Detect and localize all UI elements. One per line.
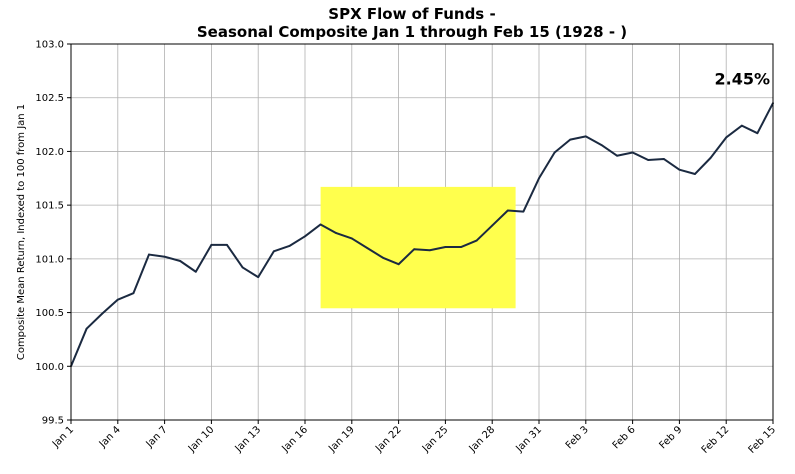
data-point bbox=[413, 248, 416, 251]
data-point bbox=[226, 243, 228, 246]
chart-title-line1: SPX Flow of Funds - bbox=[328, 5, 495, 23]
y-axis: 99.5 100.0 100.5 101.0 101.5 102.0 102.5 103.0 bbox=[35, 40, 71, 427]
data-point bbox=[475, 239, 478, 242]
highlight-region bbox=[320, 186, 516, 309]
y-tick-label: 101.5 bbox=[35, 201, 64, 212]
data-point bbox=[600, 144, 603, 146]
data-point bbox=[194, 270, 197, 273]
x-tick-label: Feb 12 bbox=[700, 424, 732, 456]
data-point bbox=[366, 247, 369, 250]
y-tick-label: 100.5 bbox=[35, 308, 64, 319]
plot-area-frame bbox=[70, 43, 774, 421]
y-tick-label: 100.0 bbox=[35, 362, 64, 373]
data-point bbox=[631, 151, 634, 154]
data-point bbox=[335, 232, 338, 234]
y-tick-label: 101.0 bbox=[35, 254, 64, 265]
data-point bbox=[132, 292, 135, 295]
data-point bbox=[116, 298, 119, 301]
data-point bbox=[662, 158, 665, 160]
x-tick-label: Jan 19 bbox=[326, 424, 357, 455]
y-axis-label: Composite Mean Return, Indexed to 100 fr… bbox=[16, 104, 27, 360]
x-axis: Jan 1 Jan 4 Jan 7 Jan 10 Jan 13 Jan 16 Jan 19 J… bbox=[50, 420, 778, 456]
data-point bbox=[350, 237, 353, 240]
data-point bbox=[319, 223, 322, 226]
data-point bbox=[569, 138, 572, 141]
y-tick-label: 102.0 bbox=[35, 147, 64, 158]
x-tick-label: Jan 1 bbox=[50, 424, 76, 450]
data-point bbox=[288, 245, 291, 247]
y-tick-label: 99.5 bbox=[42, 416, 64, 427]
data-point bbox=[382, 256, 384, 259]
data-point bbox=[522, 210, 525, 213]
x-tick-label: Jan 22 bbox=[373, 424, 404, 455]
data-point bbox=[553, 151, 556, 154]
x-tick-label: Jan 25 bbox=[420, 424, 451, 455]
x-tick-label: Jan 13 bbox=[233, 424, 264, 455]
data-point bbox=[257, 276, 260, 279]
y-tick-label: 103.0 bbox=[35, 40, 64, 51]
data-point bbox=[85, 327, 88, 330]
data-point bbox=[428, 249, 431, 252]
data-point bbox=[616, 154, 618, 157]
x-tick-label: Jan 31 bbox=[513, 424, 544, 455]
highlight-box bbox=[320, 186, 516, 309]
data-point bbox=[491, 224, 494, 227]
x-tick-label: Feb 15 bbox=[747, 424, 779, 456]
x-tick-label: Jan 10 bbox=[186, 424, 217, 455]
series-line bbox=[70, 102, 774, 368]
chart-title-line2: Seasonal Composite Jan 1 through Feb 15 … bbox=[197, 23, 627, 41]
data-point bbox=[304, 235, 306, 238]
data-point bbox=[460, 246, 462, 248]
series-line-0 bbox=[70, 102, 774, 367]
data-point bbox=[647, 159, 650, 161]
x-tick-label: Jan 28 bbox=[467, 424, 498, 455]
data-point bbox=[740, 124, 743, 127]
data-point bbox=[506, 209, 509, 212]
data-point bbox=[163, 255, 166, 258]
x-tick-label: Jan 7 bbox=[144, 424, 170, 450]
x-tick-label: Jan 16 bbox=[279, 424, 310, 455]
data-point bbox=[694, 173, 696, 175]
data-point bbox=[397, 263, 400, 266]
data-point bbox=[678, 168, 681, 171]
data-point bbox=[725, 136, 728, 139]
data-point bbox=[756, 132, 759, 135]
data-point bbox=[179, 260, 182, 262]
data-point bbox=[584, 135, 587, 138]
x-tick-label: Feb 6 bbox=[611, 424, 638, 451]
data-point bbox=[101, 312, 104, 315]
data-point bbox=[272, 250, 275, 253]
data-point bbox=[709, 156, 712, 159]
data-point bbox=[148, 253, 150, 256]
x-tick-label: Jan 4 bbox=[97, 424, 123, 450]
data-point bbox=[241, 266, 244, 269]
x-tick-label: Feb 3 bbox=[564, 424, 591, 451]
return-annotation: 2.45% bbox=[714, 69, 770, 88]
y-tick-label: 102.5 bbox=[35, 93, 64, 104]
data-point bbox=[444, 246, 447, 248]
data-point bbox=[538, 177, 540, 180]
data-point bbox=[210, 243, 213, 246]
x-tick-label: Feb 9 bbox=[657, 424, 684, 451]
